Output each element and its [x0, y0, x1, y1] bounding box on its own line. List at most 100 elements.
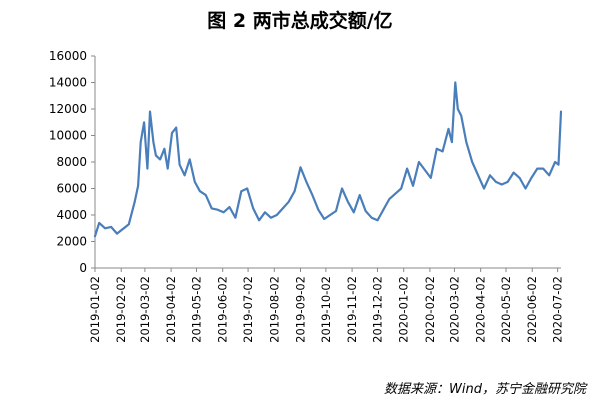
data-point	[311, 194, 314, 196]
data-point	[128, 223, 130, 226]
y-tick-label: 12000	[49, 102, 87, 116]
data-point	[104, 227, 106, 230]
data-point	[524, 187, 527, 190]
data-point	[152, 141, 155, 143]
y-tick-label: 10000	[49, 129, 87, 143]
data-point	[457, 108, 459, 110]
data-point	[495, 181, 497, 183]
data-point	[210, 207, 213, 210]
data-point	[441, 150, 444, 153]
x-tick-label: 2019-08-02	[267, 276, 281, 343]
x-tick-label: 2020-05-02	[499, 276, 513, 343]
data-point	[317, 208, 320, 211]
data-point	[382, 208, 385, 211]
data-point	[394, 193, 397, 195]
data-point	[94, 235, 96, 237]
data-point	[518, 177, 521, 179]
x-tick-label: 2019-05-02	[189, 276, 203, 343]
data-point	[465, 141, 468, 143]
chart-source: 数据来源：Wind，苏宁金融研究院	[384, 382, 586, 397]
data-point	[183, 174, 186, 177]
x-tick-label: 2019-12-02	[370, 276, 384, 343]
chart-axes: 0 2000 4000 6000 8000 10000 12000 14000 16000 201…	[49, 49, 565, 343]
data-point	[429, 177, 432, 179]
data-point	[364, 210, 367, 212]
data-point	[358, 194, 361, 196]
x-tick-label: 2020-02-02	[423, 276, 437, 343]
data-point	[193, 181, 196, 183]
data-point	[406, 167, 408, 170]
data-point	[216, 208, 219, 211]
data-point	[388, 198, 391, 200]
data-point	[139, 141, 142, 143]
y-tick-label: 0	[79, 261, 87, 275]
data-point	[451, 141, 453, 143]
x-tick-label: 2020-04-02	[474, 276, 488, 343]
data-point	[110, 226, 112, 228]
data-point	[171, 132, 173, 134]
y-tick-label: 6000	[56, 182, 87, 196]
data-point	[264, 211, 266, 214]
data-point	[454, 81, 457, 84]
x-tick-label: 2020-01-02	[397, 276, 411, 343]
data-point	[270, 216, 272, 219]
data-point	[489, 174, 491, 177]
x-tick-label: 2019-01-02	[88, 276, 102, 343]
data-point	[542, 167, 545, 170]
data-point	[149, 110, 151, 113]
data-point	[323, 218, 325, 220]
data-point	[98, 222, 101, 224]
data-point	[512, 171, 515, 174]
data-point	[137, 185, 139, 187]
data-point	[163, 147, 166, 150]
data-point	[240, 190, 243, 192]
y-tick-label: 4000	[56, 208, 87, 222]
data-point	[418, 161, 420, 163]
data-point	[400, 187, 402, 190]
data-point	[116, 232, 118, 235]
data-point	[560, 110, 562, 113]
x-tick-label: 2019-02-02	[114, 276, 128, 343]
data-point	[376, 219, 379, 222]
data-point	[530, 177, 533, 179]
x-tick-label: 2019-03-02	[138, 276, 152, 343]
data-point	[293, 190, 296, 192]
chart-title: 图 2 两市总成交额/亿	[207, 10, 393, 32]
x-tick-label: 2020-03-02	[447, 276, 461, 343]
data-point	[352, 211, 355, 214]
data-point	[159, 158, 161, 161]
chart-marks	[93, 81, 563, 238]
data-point	[435, 147, 438, 150]
data-point	[536, 167, 539, 170]
x-tick-label: 2020-06-02	[525, 276, 539, 343]
data-point	[155, 154, 157, 157]
data-point	[281, 207, 284, 210]
data-point	[447, 128, 450, 130]
data-point	[506, 181, 509, 183]
data-point	[234, 216, 237, 219]
data-point	[188, 158, 191, 161]
data-point	[252, 207, 254, 210]
data-point	[548, 174, 550, 177]
data-point	[166, 167, 169, 170]
x-tick-label: 2020-07-02	[551, 276, 565, 343]
data-point	[175, 126, 177, 129]
data-point	[460, 114, 463, 117]
x-tick-label: 2019-06-02	[216, 276, 230, 343]
data-point	[228, 206, 231, 208]
data-point	[287, 200, 290, 203]
x-tick-label: 2019-04-02	[164, 276, 178, 343]
data-point	[335, 210, 337, 212]
data-point	[341, 187, 343, 190]
data-point	[347, 200, 349, 203]
data-point	[204, 194, 207, 196]
data-point	[276, 214, 278, 216]
data-point	[554, 161, 556, 163]
data-point	[557, 163, 560, 166]
x-tick-label: 2019-11-02	[345, 276, 359, 343]
x-tick-label: 2019-07-02	[241, 276, 255, 343]
y-tick-label: 14000	[49, 76, 87, 90]
data-point	[305, 181, 308, 183]
data-point	[299, 166, 302, 169]
